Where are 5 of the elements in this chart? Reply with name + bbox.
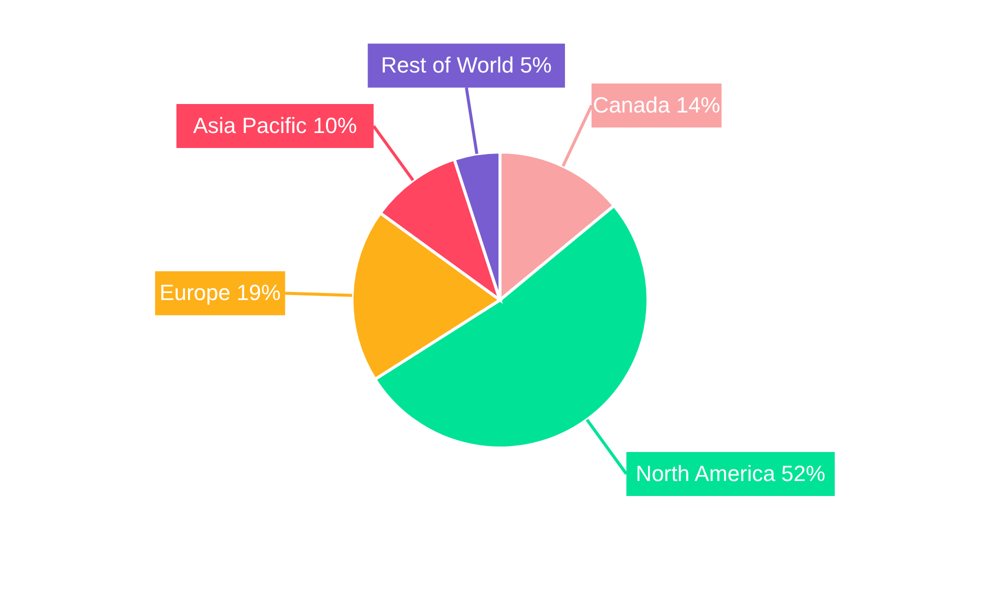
slice-label: North America 52% bbox=[636, 460, 826, 486]
slice-label: Rest of World 5% bbox=[380, 52, 552, 78]
slice-label: Europe 19% bbox=[160, 280, 281, 306]
slice-label: Asia Pacific 10% bbox=[193, 113, 357, 138]
slice-label: Canada 14% bbox=[592, 92, 720, 118]
